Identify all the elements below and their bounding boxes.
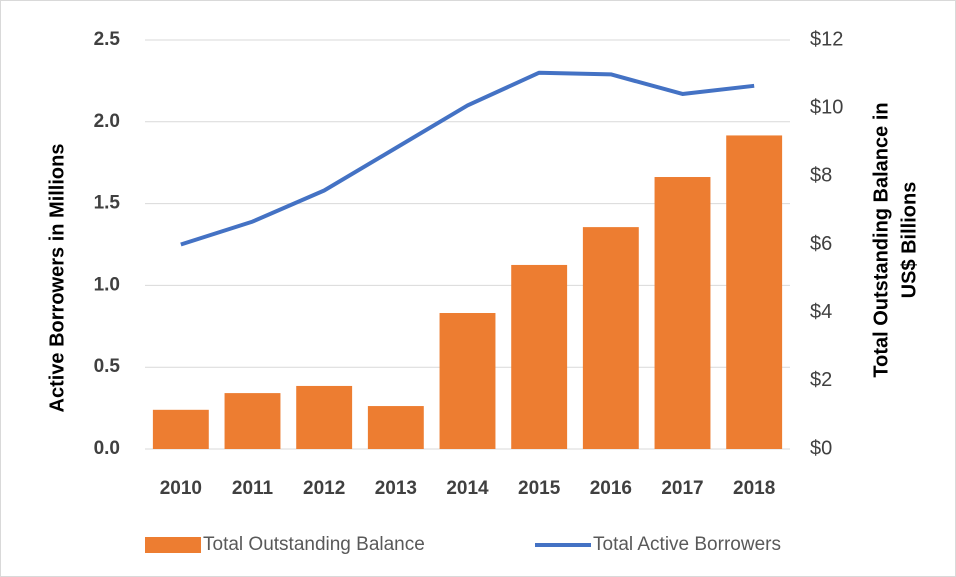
bar xyxy=(726,135,783,449)
y-tick-label: 1.5 xyxy=(94,193,121,214)
x-tick-label: 2015 xyxy=(518,478,561,499)
bar xyxy=(152,409,209,449)
y2-tick-label: $8 xyxy=(810,165,832,187)
legend-label: Total Outstanding Balance xyxy=(203,534,425,555)
bar xyxy=(296,385,353,449)
bar xyxy=(439,313,496,449)
x-tick-label: 2012 xyxy=(303,478,345,499)
x-tick-label: 2011 xyxy=(232,478,274,499)
x-tick-label: 2013 xyxy=(375,478,417,499)
x-tick-label: 2010 xyxy=(160,478,202,499)
x-tick-label: 2016 xyxy=(590,478,632,499)
legend-swatch xyxy=(145,537,201,553)
line xyxy=(180,70,755,247)
y-tick-label: 2.0 xyxy=(94,111,120,132)
x-tick-label: 2018 xyxy=(733,478,775,499)
y2-axis-title: Total Outstanding Balance in xyxy=(870,102,892,377)
y2-tick-label: $2 xyxy=(810,369,832,391)
y2-tick-label: $6 xyxy=(810,233,832,255)
bar xyxy=(224,393,281,449)
y2-tick-label: $12 xyxy=(810,28,843,50)
legend-label: Total Active Borrowers xyxy=(593,534,781,555)
y2-tick-label: $0 xyxy=(810,437,832,459)
y2-tick-label: $10 xyxy=(810,96,843,118)
y-tick-label: 0.5 xyxy=(94,356,121,377)
x-tick-label: 2017 xyxy=(661,478,703,499)
y-tick-label: 2.5 xyxy=(94,29,121,50)
y2-axis-title: US$ Billions xyxy=(898,182,920,299)
x-tick-label: 2014 xyxy=(446,478,489,499)
y-axis-title: Active Borrowers in Millions xyxy=(46,144,68,413)
y-tick-label: 1.0 xyxy=(94,274,120,295)
bar xyxy=(367,406,424,449)
bar xyxy=(582,227,639,449)
y-tick-label: 0.0 xyxy=(94,438,120,459)
bar xyxy=(511,264,568,449)
bar xyxy=(654,177,711,449)
y2-tick-label: $4 xyxy=(810,301,832,323)
